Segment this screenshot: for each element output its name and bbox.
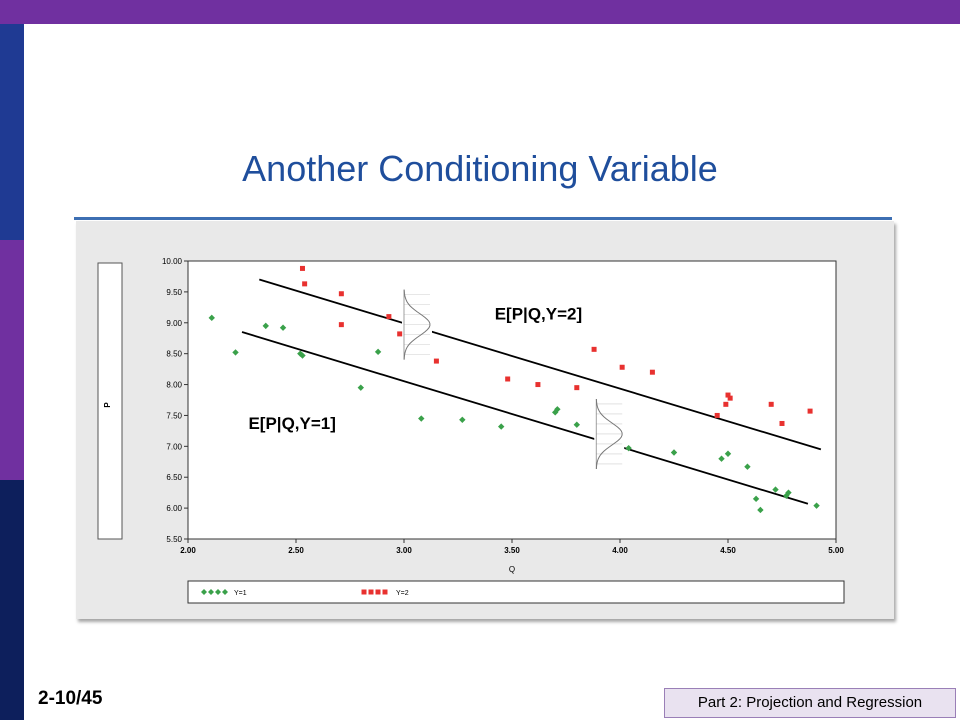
- point-y1: [299, 352, 306, 359]
- point-y1: [262, 322, 269, 330]
- slide-title: Another Conditioning Variable: [242, 148, 718, 189]
- line-label-y1: E[P|Q,Y=1]: [248, 414, 335, 433]
- legend-marker-y1: [222, 589, 228, 595]
- y-tick-label: 8.00: [166, 381, 182, 390]
- point-y1: [783, 492, 790, 499]
- x-tick-label: 5.00: [828, 546, 844, 555]
- line-label-y2: E[P|Q,Y=2]: [495, 305, 582, 324]
- y-tick-label: 9.00: [166, 319, 182, 328]
- point-y1: [498, 423, 505, 430]
- legend-marker-y1: [201, 589, 207, 595]
- x-tick-label: 2.00: [180, 546, 196, 555]
- density-curve: [594, 398, 625, 470]
- x-tick-label: 3.50: [504, 546, 520, 555]
- slide-number: 2-10/45: [38, 688, 103, 709]
- point-y2: [591, 346, 597, 352]
- legend-label-y2: Y=2: [396, 590, 409, 597]
- point-y2: [535, 382, 541, 388]
- point-y2: [299, 265, 305, 271]
- point-y1: [757, 506, 764, 514]
- regression-lines: [241, 278, 822, 505]
- point-y1: [744, 463, 751, 470]
- point-y2: [302, 281, 308, 287]
- top-accent-bar: [0, 0, 960, 24]
- chart-panel: P 5.50 6.00 6.50 7.00 7.50 8.00 8.50 9.00 9.50 10…: [76, 221, 894, 619]
- title-rule: [74, 217, 892, 220]
- legend-marker-y1: [215, 589, 221, 595]
- legend-label-y1: Y=1: [234, 590, 247, 597]
- regression-line: [241, 331, 809, 505]
- ylabel: P: [103, 402, 112, 408]
- x-tick-label: 4.00: [612, 546, 628, 555]
- density-curves: [402, 289, 625, 470]
- y-tick-labels: 5.50 6.00 6.50 7.00 7.50 8.00 8.50 9.00 9.50 10.0…: [162, 257, 183, 544]
- line-labels: E[P|Q,Y=2] E[P|Q,Y=1]: [248, 305, 582, 433]
- point-y2: [727, 395, 733, 401]
- y-tick-label: 7.50: [166, 411, 182, 420]
- point-y1: [208, 314, 215, 322]
- point-y1: [357, 384, 364, 391]
- plot-area: [187, 260, 837, 540]
- point-y1: [785, 489, 792, 496]
- density-shape: [403, 289, 431, 360]
- legend-marker-y1: [208, 589, 214, 595]
- ylabel-box: [97, 262, 123, 540]
- point-y1: [724, 450, 732, 457]
- y-tick-label: 6.50: [166, 473, 182, 482]
- point-y2: [807, 408, 813, 414]
- xlabel: Q: [509, 565, 515, 574]
- point-y1: [418, 415, 425, 422]
- side-bar-middle: [0, 240, 24, 480]
- point-y1: [670, 449, 678, 456]
- regression-line: [259, 278, 822, 451]
- point-y1: [232, 349, 239, 356]
- density-shape: [595, 398, 623, 470]
- y-tick-label: 7.00: [166, 442, 182, 451]
- point-y2: [505, 376, 511, 382]
- tick-marks: [184, 260, 837, 543]
- point-y2: [779, 420, 785, 426]
- point-y2: [725, 392, 731, 398]
- legend-marker-y2: [375, 589, 381, 595]
- point-y2: [714, 412, 720, 418]
- point-y2: [619, 364, 625, 370]
- y-tick-label: 6.00: [166, 504, 182, 513]
- point-y1: [554, 406, 561, 413]
- side-bar-top: [0, 24, 24, 240]
- y-tick-label: 9.50: [166, 288, 182, 297]
- point-y1: [718, 455, 725, 462]
- legend: Y=1 Y=2: [201, 589, 409, 597]
- x-tick-label: 4.50: [720, 546, 736, 555]
- legend-marker-y2: [368, 589, 374, 595]
- footer-label: Part 2: Projection and Regression: [664, 688, 956, 718]
- point-y1: [813, 502, 820, 509]
- point-y1: [625, 444, 632, 452]
- x-tick-label: 2.50: [288, 546, 304, 555]
- point-y2: [433, 358, 439, 364]
- point-y2: [397, 331, 403, 337]
- point-y1: [772, 486, 779, 493]
- point-y2: [386, 314, 392, 320]
- legend-marker-y2: [361, 589, 367, 595]
- point-y1: [279, 324, 287, 331]
- y-tick-label: 8.50: [166, 350, 182, 359]
- point-y2: [723, 401, 729, 407]
- point-y1: [374, 348, 382, 356]
- legend-box: [187, 580, 845, 604]
- side-bar-bottom: [0, 480, 24, 720]
- y-tick-label: 10.00: [162, 257, 183, 266]
- point-y2: [768, 401, 774, 407]
- legend-marker-y2: [382, 589, 388, 595]
- point-y1: [752, 495, 760, 503]
- scatter-chart: P 5.50 6.00 6.50 7.00 7.50 8.00 8.50 9.00 9.50 10…: [97, 257, 845, 604]
- y-tick-label: 5.50: [166, 535, 182, 544]
- point-y2: [338, 322, 344, 328]
- x-tick-label: 3.00: [396, 546, 412, 555]
- point-y2: [338, 291, 344, 297]
- point-y2: [649, 369, 655, 375]
- density-curve: [402, 289, 432, 360]
- point-y2: [574, 385, 580, 391]
- x-tick-labels: 2.00 2.50 3.00 3.50 4.00 4.50 5.00: [180, 546, 844, 555]
